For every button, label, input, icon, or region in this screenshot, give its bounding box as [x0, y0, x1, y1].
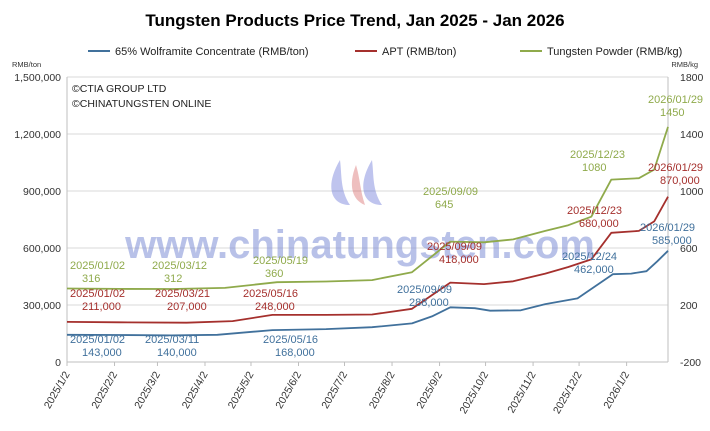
data-label-date: 2026/01/29: [648, 94, 703, 106]
right-tick-label: 1000: [680, 186, 704, 198]
left-tick-label: 0: [55, 357, 61, 369]
left-tick-label: 300,000: [23, 300, 61, 312]
data-label-date: 2025/09/09: [397, 284, 452, 296]
legend-label: 65% Wolframite Concentrate (RMB/ton): [115, 46, 309, 58]
data-label-value: 360: [265, 268, 283, 280]
data-label-date: 2025/01/02: [70, 260, 125, 272]
data-label-value: 462,000: [574, 264, 614, 276]
legend-label: APT (RMB/ton): [382, 46, 456, 58]
data-label-date: 2025/09/09: [423, 186, 478, 198]
data-label-date: 2025/03/11: [145, 334, 199, 346]
data-label-value: 316: [82, 273, 100, 285]
ctia-logo: [331, 160, 382, 205]
right-tick-label: 1400: [680, 129, 704, 141]
data-label-date: 2026/01/29: [640, 222, 695, 234]
legend-label: Tungsten Powder (RMB/kg): [547, 46, 682, 58]
data-label-value: 870,000: [660, 175, 700, 187]
data-label-value: 143,000: [82, 347, 122, 359]
data-label-value: 211,000: [82, 301, 121, 313]
data-label-date: 2025/12/24: [562, 251, 617, 263]
data-label-value: 585,000: [652, 235, 692, 247]
right-tick-label: 200: [680, 300, 698, 312]
data-label-date: 2026/01/29: [648, 162, 703, 174]
watermark-url: www.chinatungsten.com: [124, 223, 595, 267]
right-axis-unit: RMB/kg: [671, 60, 698, 69]
data-label-value: 140,000: [157, 347, 197, 359]
right-tick-label: -200: [680, 357, 701, 369]
data-label-value: 207,000: [167, 301, 207, 313]
left-tick-label: 1,500,000: [14, 72, 61, 84]
data-label-date: 2025/05/16: [243, 288, 298, 300]
series-line-2: [66, 126, 669, 290]
watermark: ©CTIA GROUP LTD ©CHINATUNGSTEN ONLINE www.…: [72, 83, 595, 267]
left-axis-unit: RMB/ton: [12, 60, 41, 69]
data-label-value: 680,000: [579, 218, 619, 230]
data-label-value: 1080: [582, 162, 606, 174]
logo-leaf-right: [363, 160, 382, 205]
data-label-value: 248,000: [255, 301, 295, 313]
data-label-date: 2025/03/21: [155, 288, 210, 300]
series-lines: [66, 126, 669, 337]
data-label-date: 2025/03/12: [152, 260, 207, 272]
data-label-date: 2025/01/02: [70, 334, 125, 346]
left-tick-label: 600,000: [23, 243, 61, 255]
logo-leaf-center: [351, 165, 365, 205]
right-tick-label: 600: [680, 243, 698, 255]
data-label-date: 2025/09/09: [427, 241, 482, 253]
chart-title: Tungsten Products Price Trend, Jan 2025 …: [145, 11, 564, 30]
series-line-0: [66, 250, 669, 337]
data-label-date: 2025/12/23: [567, 205, 622, 217]
data-label-value: 312: [164, 273, 182, 285]
data-label-value: 168,000: [275, 347, 315, 359]
data-label-value: 645: [435, 199, 453, 211]
data-label-date: 2025/12/23: [570, 149, 625, 161]
data-label-date: 2025/05/16: [263, 334, 318, 346]
left-tick-label: 1,200,000: [14, 129, 61, 141]
legend: 65% Wolframite Concentrate (RMB/ton) APT …: [88, 46, 682, 58]
logo-leaf-left: [331, 160, 350, 205]
left-tick-label: 900,000: [23, 186, 61, 198]
copyright-line-1: ©CTIA GROUP LTD: [72, 83, 167, 95]
data-label-value: 1450: [660, 107, 684, 119]
data-label-date: 2025/05/19: [253, 255, 308, 267]
data-label-value: 418,000: [439, 254, 479, 266]
right-tick-label: 1800: [680, 72, 704, 84]
data-labels: 2025/01/02143,0002025/03/11140,0002025/0…: [70, 94, 703, 359]
data-label-date: 2025/01/02: [70, 288, 125, 300]
copyright-line-2: ©CHINATUNGSTEN ONLINE: [72, 98, 211, 110]
data-label-value: 288,000: [409, 297, 449, 309]
series-line-1: [66, 196, 669, 324]
